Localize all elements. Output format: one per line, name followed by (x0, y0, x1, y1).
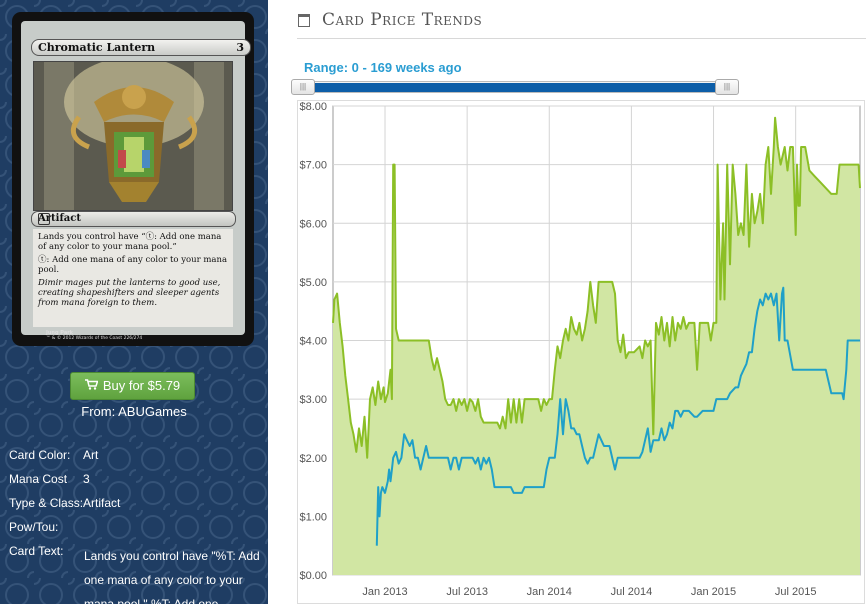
card-artist: Jung Park (46, 330, 73, 336)
price-trend-chart: $0.00 $1.00 $2.00 $3.00 $4.00 $5.00 $6.00 $7.00… (297, 100, 865, 604)
x-tick-label: Jan 2014 (527, 586, 572, 598)
page-title: Card Price Trends (322, 10, 483, 30)
set-symbol-icon (38, 213, 50, 225)
y-tick-label: $7.00 (299, 160, 327, 172)
card-footer: Jung Park ™ & © 2012 Wizards of the Coas… (46, 330, 142, 341)
prop-value: Lands you control have "%T: Add one mana… (84, 549, 260, 604)
y-tick-label: $2.00 (299, 453, 327, 465)
y-tick-label: $1.00 (299, 511, 327, 523)
card-text-box: Lands you control have “ⓣ: Add one mana … (33, 229, 233, 327)
title-divider (297, 38, 866, 39)
card-copyright: ™ & © 2012 Wizards of the Coast 226/274 (46, 336, 143, 341)
shopping-cart-icon (84, 379, 98, 390)
x-tick-label: Jul 2013 (446, 586, 488, 598)
card-mana-cost: 3 (236, 41, 244, 54)
card-type-bar: Artifact (31, 211, 236, 227)
range-label: Range: 0 - 169 weeks ago (304, 60, 462, 75)
prop-label: Pow/Tou: (9, 520, 59, 534)
x-tick-label: Jan 2013 (362, 586, 407, 598)
card-sidebar: Chromatic Lantern 3 (0, 0, 268, 604)
card-artwork (33, 61, 233, 211)
x-tick-label: Jul 2014 (611, 586, 653, 598)
prop-label: Type & Class: (9, 496, 84, 510)
series-line-upper (332, 116, 861, 459)
card-image: Chromatic Lantern 3 (12, 12, 254, 346)
card-type-line: Artifact (38, 213, 81, 224)
prop-label: Mana Cost (9, 472, 68, 486)
y-tick-label: $4.00 (299, 336, 327, 348)
prop-value: 3 (83, 472, 90, 486)
prop-value: Art (83, 448, 99, 462)
buy-button-label: Buy for $5.79 (102, 378, 181, 393)
prop-label: Card Text: (9, 544, 64, 558)
y-tick-label: $3.00 (299, 394, 327, 406)
buy-button[interactable]: Buy for $5.79 (70, 372, 195, 400)
x-tick-label: Jan 2015 (691, 586, 736, 598)
y-tick-label: $6.00 (299, 218, 327, 230)
range-slider-handle-end[interactable]: ||| (715, 79, 739, 95)
lantern-artwork (34, 62, 232, 210)
card-name: Chromatic Lantern (38, 41, 156, 54)
seller-label: From: ABUGames (81, 404, 187, 419)
card-rules-text-2: ⓣ: Add one mana of any color to your man… (38, 255, 228, 275)
range-slider-handle-start[interactable]: ||| (291, 79, 315, 95)
card-name-bar: Chromatic Lantern 3 (31, 39, 251, 56)
card-flavor-text: Dimir mages put the lanterns to good use… (38, 278, 221, 308)
prop-label: Card Color: (9, 448, 71, 462)
y-tick-label: $8.00 (299, 101, 327, 113)
y-tick-label: $5.00 (299, 277, 327, 289)
calendar-icon (298, 14, 310, 27)
series-line-lower (375, 286, 860, 546)
prop-value: Artifact (83, 496, 121, 510)
range-slider-selection (305, 83, 729, 92)
card-rules-text-1: Lands you control have “ⓣ: Add one mana … (38, 232, 222, 252)
y-tick-label: $0.00 (299, 570, 327, 582)
x-tick-label: Jul 2015 (775, 586, 817, 598)
